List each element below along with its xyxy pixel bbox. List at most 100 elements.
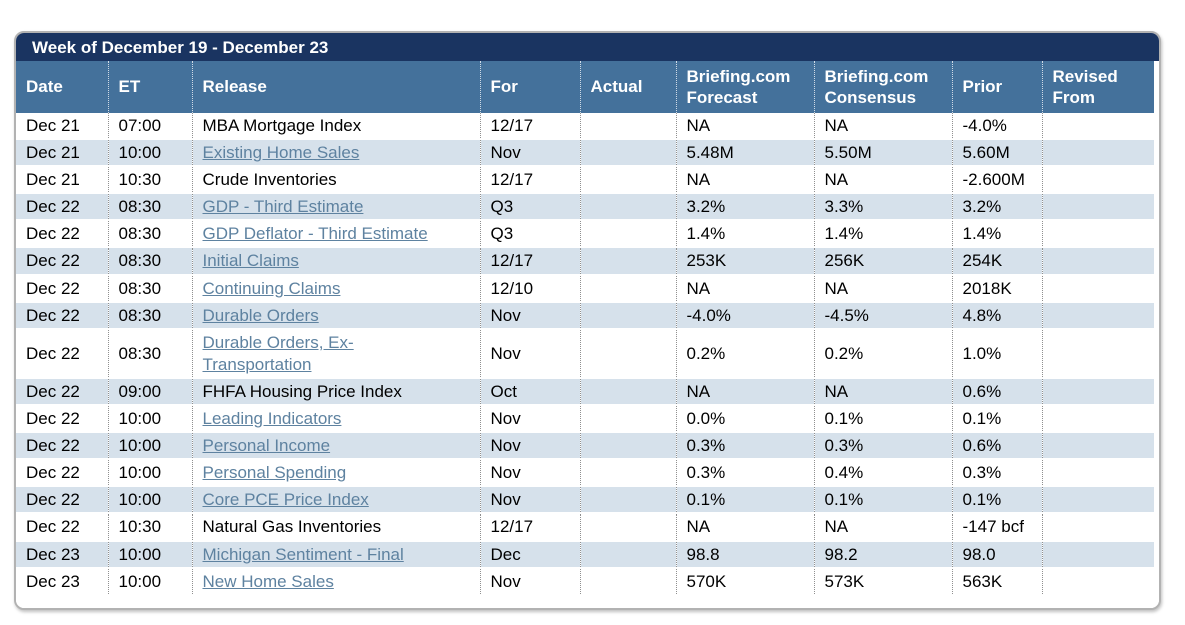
cell-actual	[579, 139, 676, 168]
cell-prior: 2018K	[951, 274, 1042, 303]
release-link[interactable]: Michigan Sentiment - Final	[202, 544, 404, 564]
cell-forecast: 0.2%	[675, 328, 814, 379]
table-row: Dec 22 10:00 Core PCE Price Index Nov 0.…	[16, 486, 1154, 515]
cell-release: GDP - Third Estimate	[191, 193, 480, 222]
cell-actual	[579, 513, 676, 542]
cell-release: Personal Income	[191, 432, 480, 461]
column-header-consensus: Briefing.com Consensus	[813, 61, 952, 113]
table-row: Dec 22 10:00 Leading Indicators Nov 0.0%…	[16, 405, 1154, 434]
cell-release: Crude Inventories	[191, 166, 480, 195]
cell-prior: 98.0	[951, 540, 1042, 569]
cell-actual	[579, 247, 676, 276]
release-link[interactable]: Initial Claims	[202, 251, 299, 271]
cell-for: 12/17	[479, 166, 580, 195]
cell-et: 08:30	[107, 247, 192, 276]
cell-et: 08:30	[107, 220, 192, 249]
cell-prior: 4.8%	[951, 301, 1042, 330]
cell-date: Dec 22	[16, 432, 108, 461]
cell-forecast: NA	[675, 274, 814, 303]
cell-forecast: NA	[675, 513, 814, 542]
release-link[interactable]: Durable Orders	[202, 305, 319, 325]
cell-date: Dec 22	[16, 301, 108, 330]
cell-date: Dec 22	[16, 459, 108, 488]
cell-for: Dec	[479, 540, 580, 569]
release-link[interactable]: Leading Indicators	[202, 409, 342, 429]
table-row: Dec 22 08:30 Initial Claims 12/17 253K 2…	[16, 247, 1154, 276]
release-link[interactable]: Existing Home Sales	[202, 143, 360, 163]
release-link[interactable]: New Home Sales	[202, 571, 334, 591]
cell-consensus: 0.4%	[813, 459, 952, 488]
release-link[interactable]: GDP Deflator - Third Estimate	[202, 224, 428, 244]
release-link[interactable]: Continuing Claims	[202, 278, 341, 298]
cell-consensus: NA	[813, 377, 952, 407]
cell-consensus: -4.5%	[813, 301, 952, 330]
cell-consensus: 256K	[813, 247, 952, 276]
table-row: Dec 22 10:00 Personal Spending Nov 0.3% …	[16, 459, 1154, 488]
release-link[interactable]: Personal Spending	[202, 463, 347, 483]
cell-forecast: 3.2%	[675, 193, 814, 222]
cell-for: Nov	[479, 459, 580, 488]
cell-revised	[1041, 459, 1154, 488]
cell-date: Dec 21	[16, 139, 108, 168]
cell-for: Nov	[479, 139, 580, 168]
cell-actual	[579, 220, 676, 249]
cell-forecast: 253K	[675, 247, 814, 276]
cell-consensus: NA	[813, 113, 952, 141]
release-link[interactable]: Personal Income	[202, 436, 331, 456]
release-link[interactable]: Durable Orders, Ex-Transportation	[202, 332, 354, 374]
cell-et: 10:00	[107, 540, 192, 569]
cell-date: Dec 22	[16, 220, 108, 249]
cell-actual	[579, 540, 676, 569]
cell-actual	[579, 193, 676, 222]
cell-for: Nov	[479, 405, 580, 434]
cell-date: Dec 21	[16, 113, 108, 141]
cell-revised	[1041, 301, 1154, 330]
cell-actual	[579, 113, 676, 141]
cell-et: 10:00	[107, 486, 192, 515]
cell-forecast: 98.8	[675, 540, 814, 569]
cell-et: 10:00	[107, 405, 192, 434]
cell-date: Dec 22	[16, 247, 108, 276]
cell-prior: 254K	[951, 247, 1042, 276]
cell-for: Q3	[479, 193, 580, 222]
cell-et: 10:30	[107, 166, 192, 195]
cell-consensus: 98.2	[813, 540, 952, 569]
cell-revised	[1041, 328, 1154, 379]
cell-consensus: 0.1%	[813, 405, 952, 434]
cell-date: Dec 22	[16, 486, 108, 515]
cell-release: New Home Sales	[191, 567, 480, 596]
release-link[interactable]: GDP - Third Estimate	[202, 197, 364, 217]
cell-prior: 0.1%	[951, 405, 1042, 434]
cell-et: 08:30	[107, 193, 192, 222]
cell-release: Initial Claims	[191, 247, 480, 276]
cell-forecast: 5.48M	[675, 139, 814, 168]
cell-for: Nov	[479, 486, 580, 515]
cell-prior: -147 bcf	[951, 513, 1042, 542]
cell-prior: 0.1%	[951, 486, 1042, 515]
cell-date: Dec 22	[16, 405, 108, 434]
cell-et: 07:00	[107, 113, 192, 141]
table-row: Dec 21 10:30 Crude Inventories 12/17 NA …	[16, 166, 1154, 195]
cell-date: Dec 21	[16, 166, 108, 195]
cell-release: Durable Orders	[191, 301, 480, 330]
column-header-actual: Actual	[579, 61, 676, 113]
cell-for: Nov	[479, 301, 580, 330]
cell-prior: 1.0%	[951, 328, 1042, 379]
cell-consensus: 3.3%	[813, 193, 952, 222]
cell-for: Nov	[479, 328, 580, 379]
cell-release: Continuing Claims	[191, 274, 480, 303]
cell-date: Dec 22	[16, 513, 108, 542]
release-link[interactable]: Core PCE Price Index	[202, 490, 369, 510]
cell-et: 10:00	[107, 459, 192, 488]
cell-for: Q3	[479, 220, 580, 249]
cell-et: 08:30	[107, 274, 192, 303]
cell-actual	[579, 567, 676, 596]
cell-release: Michigan Sentiment - Final	[191, 540, 480, 569]
column-header-revised: Revised From	[1041, 61, 1154, 113]
cell-prior: -2.600M	[951, 166, 1042, 195]
cell-revised	[1041, 113, 1154, 141]
column-header-et: ET	[107, 61, 192, 113]
cell-consensus: 5.50M	[813, 139, 952, 168]
cell-revised	[1041, 139, 1154, 168]
cell-for: Nov	[479, 432, 580, 461]
